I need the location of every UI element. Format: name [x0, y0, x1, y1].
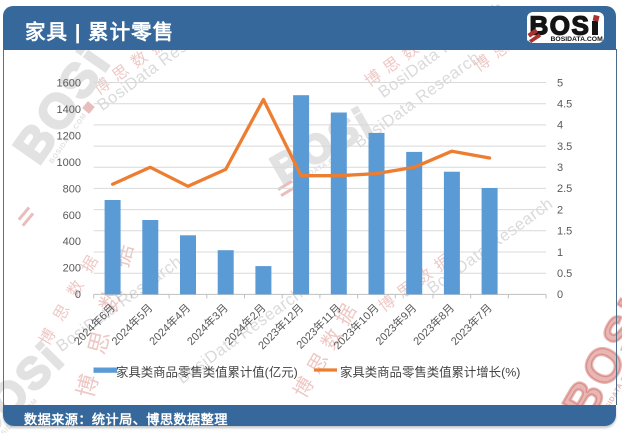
svg-text:400: 400	[63, 236, 81, 248]
svg-text:0.5: 0.5	[557, 268, 572, 280]
svg-text:0: 0	[75, 289, 81, 301]
svg-text:4: 4	[557, 120, 563, 132]
svg-text:5: 5	[557, 77, 563, 89]
svg-text:200: 200	[63, 263, 81, 275]
svg-text:1400: 1400	[57, 104, 81, 116]
svg-text:4.5: 4.5	[557, 99, 572, 111]
svg-text:BOS: BOS	[529, 12, 590, 41]
svg-text:1.5: 1.5	[557, 226, 572, 238]
svg-text:家具类商品零售类值累计增长(%): 家具类商品零售类值累计增长(%)	[340, 365, 520, 380]
svg-text:1600: 1600	[57, 77, 81, 89]
svg-text:800: 800	[63, 183, 81, 195]
svg-text:1200: 1200	[57, 130, 81, 142]
svg-text:2: 2	[557, 204, 563, 216]
svg-text:3.5: 3.5	[557, 141, 572, 153]
svg-text:家具类商品零售类值累计值(亿元): 家具类商品零售类值累计值(亿元)	[116, 365, 298, 380]
svg-text:2.5: 2.5	[557, 183, 572, 195]
svg-text:2023年7月: 2023年7月	[448, 301, 495, 348]
svg-text:3: 3	[557, 162, 563, 174]
svg-text:1000: 1000	[57, 157, 81, 169]
svg-text:1: 1	[557, 247, 563, 259]
svg-text:0: 0	[557, 289, 563, 301]
svg-text:BOSIDATA.COM: BOSIDATA.COM	[550, 35, 603, 42]
svg-text:600: 600	[63, 210, 81, 222]
